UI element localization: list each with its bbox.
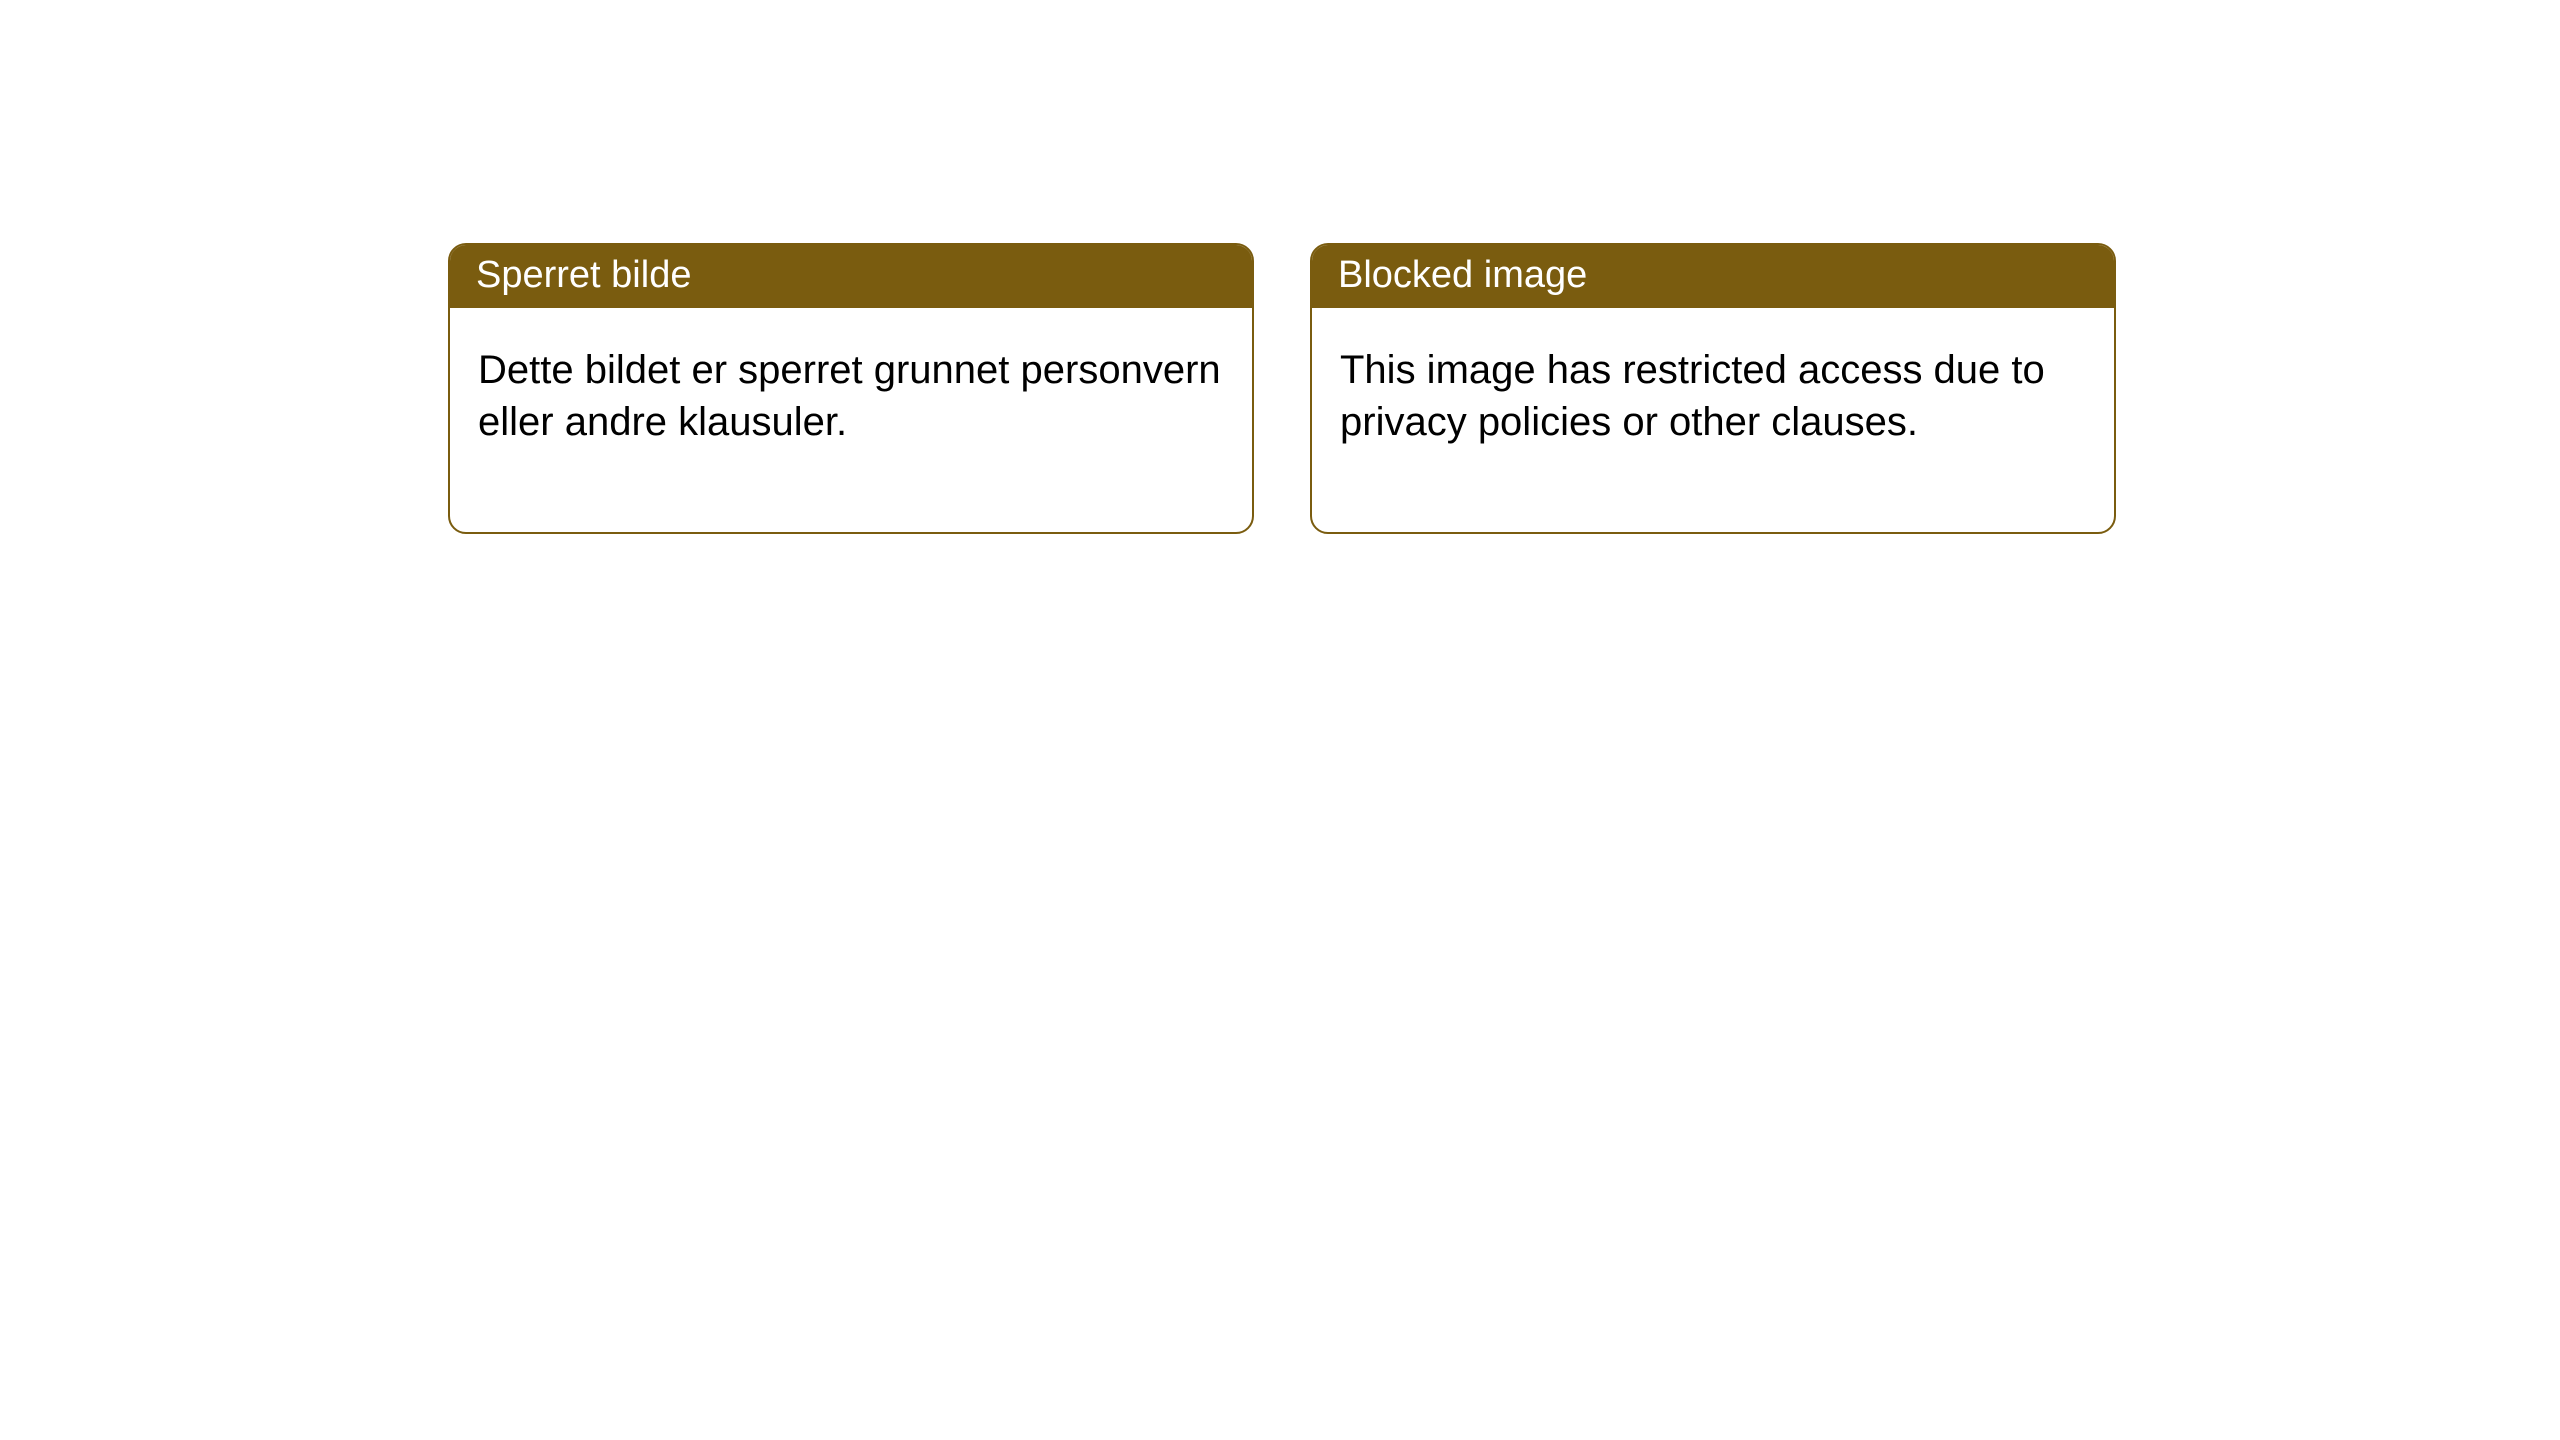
notice-body-text: Dette bildet er sperret grunnet personve… <box>478 348 1221 444</box>
notice-body-text: This image has restricted access due to … <box>1340 348 2045 444</box>
notice-body: This image has restricted access due to … <box>1312 308 2114 532</box>
notice-header: Blocked image <box>1312 245 2114 308</box>
notice-card-norwegian: Sperret bilde Dette bildet er sperret gr… <box>448 243 1254 534</box>
notice-title: Blocked image <box>1338 254 1587 296</box>
notice-card-english: Blocked image This image has restricted … <box>1310 243 2116 534</box>
notice-container: Sperret bilde Dette bildet er sperret gr… <box>0 0 2560 534</box>
notice-body: Dette bildet er sperret grunnet personve… <box>450 308 1252 532</box>
notice-title: Sperret bilde <box>476 254 691 296</box>
notice-header: Sperret bilde <box>450 245 1252 308</box>
